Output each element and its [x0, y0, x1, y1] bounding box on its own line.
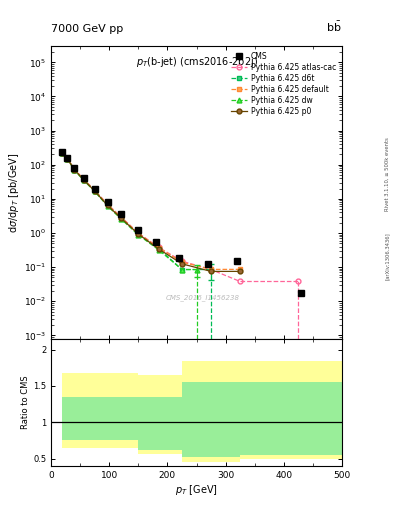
CMS — [92, 185, 97, 191]
Text: [arXiv:1306.3436]: [arXiv:1306.3436] — [385, 232, 390, 280]
Pythia 6.425 p0 — [59, 150, 64, 156]
Line: Pythia 6.425 dw: Pythia 6.425 dw — [59, 151, 199, 272]
Pythia 6.425 atlas-cac — [59, 150, 64, 156]
Pythia 6.425 default — [81, 177, 86, 183]
Pythia 6.425 d6t — [81, 177, 86, 183]
Pythia 6.425 atlas-cac — [156, 244, 161, 250]
Pythia 6.425 p0 — [136, 231, 141, 237]
Pythia 6.425 d6t — [105, 202, 110, 208]
Pythia 6.425 p0 — [65, 156, 70, 162]
CMS — [235, 258, 240, 264]
Pythia 6.425 default — [92, 187, 97, 194]
Pythia 6.425 atlas-cac — [72, 166, 77, 172]
Pythia 6.425 p0 — [156, 246, 161, 252]
Pythia 6.425 d6t — [180, 266, 184, 272]
Line: Pythia 6.425 default: Pythia 6.425 default — [59, 151, 242, 272]
Pythia 6.425 d6t — [119, 215, 123, 221]
Pythia 6.425 d6t — [136, 231, 141, 237]
Pythia 6.425 default — [59, 150, 64, 156]
CMS — [153, 239, 158, 245]
Pythia 6.425 p0 — [72, 166, 77, 173]
Text: b$\bar{\rm b}$: b$\bar{\rm b}$ — [327, 20, 342, 34]
Pythia 6.425 atlas-cac — [65, 155, 70, 161]
Pythia 6.425 dw — [81, 177, 86, 183]
Text: 7000 GeV pp: 7000 GeV pp — [51, 25, 123, 34]
Pythia 6.425 p0 — [209, 268, 213, 274]
Pythia 6.425 atlas-cac — [81, 176, 86, 182]
Pythia 6.425 default — [65, 156, 70, 162]
Line: Pythia 6.425 d6t: Pythia 6.425 d6t — [59, 151, 213, 272]
Legend: CMS, Pythia 6.425 atlas-cac, Pythia 6.425 d6t, Pythia 6.425 default, Pythia 6.42: CMS, Pythia 6.425 atlas-cac, Pythia 6.42… — [228, 50, 338, 118]
Pythia 6.425 d6t — [92, 188, 97, 194]
Pythia 6.425 dw — [92, 188, 97, 195]
Pythia 6.425 dw — [119, 216, 123, 222]
Pythia 6.425 dw — [105, 203, 110, 209]
Pythia 6.425 p0 — [180, 261, 184, 267]
Pythia 6.425 atlas-cac — [119, 214, 123, 220]
Pythia 6.425 dw — [156, 247, 161, 253]
Pythia 6.425 atlas-cac — [209, 266, 213, 272]
CMS — [65, 155, 70, 161]
Pythia 6.425 dw — [59, 151, 64, 157]
Pythia 6.425 dw — [72, 167, 77, 173]
CMS — [299, 289, 303, 295]
Pythia 6.425 p0 — [119, 215, 123, 221]
Pythia 6.425 atlas-cac — [136, 230, 141, 236]
Pythia 6.425 p0 — [105, 202, 110, 208]
Pythia 6.425 p0 — [81, 177, 86, 183]
Y-axis label: Ratio to CMS: Ratio to CMS — [21, 375, 30, 429]
X-axis label: $p_T$ [GeV]: $p_T$ [GeV] — [175, 482, 218, 497]
Line: Pythia 6.425 atlas-cac: Pythia 6.425 atlas-cac — [59, 150, 242, 284]
Pythia 6.425 default — [105, 202, 110, 208]
Text: $p_T$(b-jet) (cms2016-2b2j): $p_T$(b-jet) (cms2016-2b2j) — [136, 55, 257, 69]
Pythia 6.425 atlas-cac — [105, 201, 110, 207]
Pythia 6.425 default — [136, 230, 141, 237]
Text: CMS_2016_I1456238: CMS_2016_I1456238 — [165, 294, 239, 301]
Pythia 6.425 default — [209, 266, 213, 272]
CMS — [59, 150, 64, 156]
Pythia 6.425 p0 — [92, 188, 97, 194]
Pythia 6.425 dw — [194, 266, 199, 272]
Pythia 6.425 default — [119, 214, 123, 220]
Pythia 6.425 d6t — [156, 245, 161, 251]
CMS — [81, 175, 86, 181]
Text: Rivet 3.1.10, ≥ 500k events: Rivet 3.1.10, ≥ 500k events — [385, 137, 390, 211]
Pythia 6.425 d6t — [59, 150, 64, 156]
Pythia 6.425 dw — [65, 156, 70, 162]
Pythia 6.425 dw — [136, 232, 141, 238]
CMS — [72, 165, 77, 171]
Y-axis label: d$\sigma$/d$p_T$ [pb/GeV]: d$\sigma$/d$p_T$ [pb/GeV] — [7, 152, 21, 232]
Pythia 6.425 atlas-cac — [238, 279, 242, 285]
Pythia 6.425 d6t — [72, 166, 77, 173]
Pythia 6.425 default — [180, 259, 184, 265]
Pythia 6.425 d6t — [209, 266, 213, 272]
CMS — [206, 261, 211, 267]
Pythia 6.425 default — [72, 166, 77, 173]
Pythia 6.425 default — [156, 245, 161, 251]
Pythia 6.425 default — [238, 266, 242, 272]
Line: CMS: CMS — [59, 150, 304, 295]
CMS — [105, 199, 110, 205]
Pythia 6.425 atlas-cac — [92, 187, 97, 193]
Pythia 6.425 d6t — [65, 156, 70, 162]
Pythia 6.425 atlas-cac — [180, 258, 184, 264]
Line: Pythia 6.425 p0: Pythia 6.425 p0 — [59, 151, 242, 274]
Pythia 6.425 dw — [180, 266, 184, 272]
CMS — [136, 227, 141, 233]
CMS — [177, 255, 182, 262]
CMS — [119, 211, 123, 218]
Pythia 6.425 p0 — [238, 268, 242, 274]
